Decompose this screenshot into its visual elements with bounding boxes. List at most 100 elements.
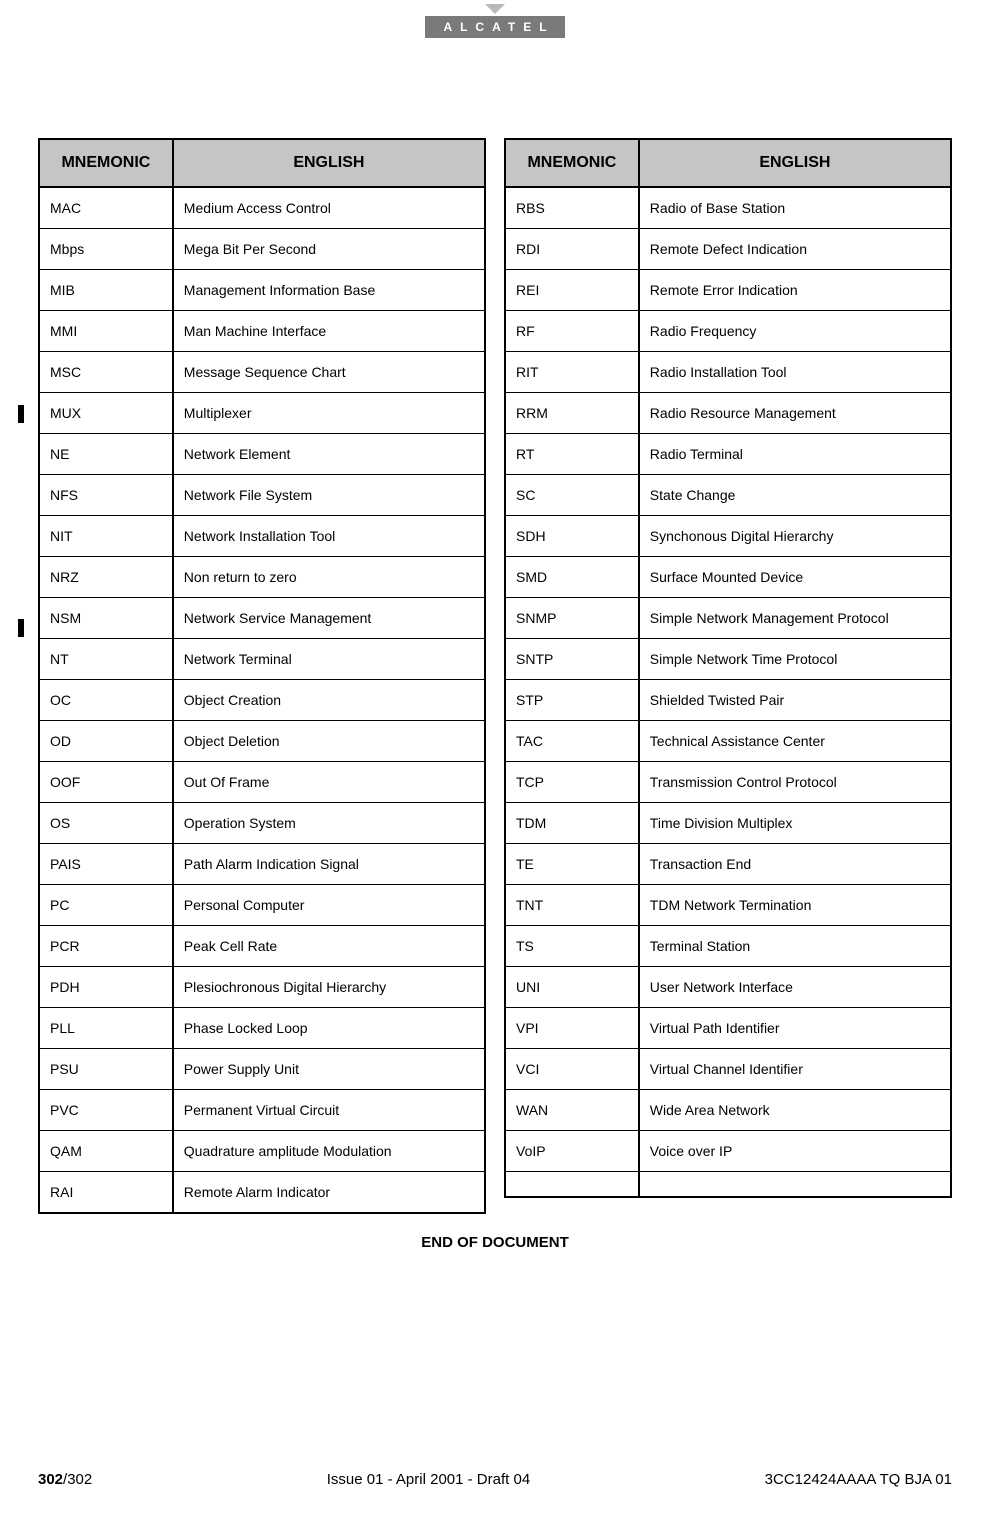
glossary-table-right: MNEMONIC ENGLISH RBSRadio of Base Statio… (504, 138, 952, 1198)
cell-mnemonic: SC (505, 475, 639, 516)
revision-mark-icon (18, 405, 24, 423)
cell-mnemonic: OOF (39, 762, 173, 803)
cell-english: Transaction End (639, 844, 951, 885)
cell-mnemonic: OC (39, 680, 173, 721)
cell-mnemonic: RDI (505, 229, 639, 270)
table-row: MIBManagement Information Base (39, 270, 485, 311)
table-row: VCIVirtual Channel Identifier (505, 1049, 951, 1090)
cell-english: Radio Resource Management (639, 393, 951, 434)
cell-mnemonic: TS (505, 926, 639, 967)
cell-mnemonic: PCR (39, 926, 173, 967)
cell-english: State Change (639, 475, 951, 516)
glossary-left-column: MNEMONIC ENGLISH MACMedium Access Contro… (38, 138, 486, 1214)
cell-mnemonic: RRM (505, 393, 639, 434)
cell-mnemonic: SNMP (505, 598, 639, 639)
table-row: TETransaction End (505, 844, 951, 885)
col-header-mnemonic: MNEMONIC (39, 139, 173, 187)
cell-mnemonic: PC (39, 885, 173, 926)
cell-mnemonic: VCI (505, 1049, 639, 1090)
table-row: RAIRemote Alarm Indicator (39, 1172, 485, 1214)
table-row: MSCMessage Sequence Chart (39, 352, 485, 393)
page-current: 302 (38, 1471, 63, 1488)
cell-english: Network File System (173, 475, 485, 516)
cell-english: Message Sequence Chart (173, 352, 485, 393)
cell-english: Personal Computer (173, 885, 485, 926)
cell-english: Transmission Control Protocol (639, 762, 951, 803)
cell-english: Man Machine Interface (173, 311, 485, 352)
cell-mnemonic: RIT (505, 352, 639, 393)
cell-mnemonic: NRZ (39, 557, 173, 598)
table-row: PVCPermanent Virtual Circuit (39, 1090, 485, 1131)
table-row: STPShielded Twisted Pair (505, 680, 951, 721)
table-row: RFRadio Frequency (505, 311, 951, 352)
table-row (505, 1172, 951, 1198)
cell-mnemonic: TCP (505, 762, 639, 803)
cell-mnemonic: NT (39, 639, 173, 680)
page-footer: 302/302 Issue 01 - April 2001 - Draft 04… (38, 1471, 952, 1488)
table-row: WANWide Area Network (505, 1090, 951, 1131)
table-row: ODObject Deletion (39, 721, 485, 762)
table-row: NENetwork Element (39, 434, 485, 475)
cell-mnemonic: VPI (505, 1008, 639, 1049)
table-row: NTNetwork Terminal (39, 639, 485, 680)
cell-english: Medium Access Control (173, 187, 485, 229)
cell-english: Path Alarm Indication Signal (173, 844, 485, 885)
cell-mnemonic: RT (505, 434, 639, 475)
cell-mnemonic: RF (505, 311, 639, 352)
cell-english: User Network Interface (639, 967, 951, 1008)
cell-mnemonic: OD (39, 721, 173, 762)
cell-mnemonic: TAC (505, 721, 639, 762)
cell-mnemonic: QAM (39, 1131, 173, 1172)
cell-english: Simple Network Management Protocol (639, 598, 951, 639)
cell-english: Non return to zero (173, 557, 485, 598)
cell-english: Virtual Path Identifier (639, 1008, 951, 1049)
cell-english: Synchonous Digital Hierarchy (639, 516, 951, 557)
table-row: NRZNon return to zero (39, 557, 485, 598)
cell-english: Radio of Base Station (639, 187, 951, 229)
cell-mnemonic: RBS (505, 187, 639, 229)
cell-english: Power Supply Unit (173, 1049, 485, 1090)
document-page: ALCATEL MNEMONIC ENGLISH MACMedium Acces… (0, 0, 990, 1528)
table-row: RDIRemote Defect Indication (505, 229, 951, 270)
cell-english: Remote Alarm Indicator (173, 1172, 485, 1214)
table-row: NITNetwork Installation Tool (39, 516, 485, 557)
cell-mnemonic: NIT (39, 516, 173, 557)
cell-mnemonic: UNI (505, 967, 639, 1008)
glossary-right-column: MNEMONIC ENGLISH RBSRadio of Base Statio… (504, 138, 952, 1214)
table-header-row: MNEMONIC ENGLISH (39, 139, 485, 187)
cell-mnemonic: PDH (39, 967, 173, 1008)
table-row: SMDSurface Mounted Device (505, 557, 951, 598)
table-row: RRMRadio Resource Management (505, 393, 951, 434)
table-row: PSUPower Supply Unit (39, 1049, 485, 1090)
cell-mnemonic: MAC (39, 187, 173, 229)
cell-english: Time Division Multiplex (639, 803, 951, 844)
glossary-tables: MNEMONIC ENGLISH MACMedium Access Contro… (38, 138, 952, 1214)
cell-english: Peak Cell Rate (173, 926, 485, 967)
cell-english: Voice over IP (639, 1131, 951, 1172)
cell-english: Permanent Virtual Circuit (173, 1090, 485, 1131)
table-row: OSOperation System (39, 803, 485, 844)
table-row: UNIUser Network Interface (505, 967, 951, 1008)
cell-mnemonic: TNT (505, 885, 639, 926)
table-row: QAMQuadrature amplitude Modulation (39, 1131, 485, 1172)
cell-mnemonic: PSU (39, 1049, 173, 1090)
cell-mnemonic: NSM (39, 598, 173, 639)
cell-english (639, 1172, 951, 1198)
glossary-table-left: MNEMONIC ENGLISH MACMedium Access Contro… (38, 138, 486, 1214)
cell-mnemonic: PAIS (39, 844, 173, 885)
table-row: MACMedium Access Control (39, 187, 485, 229)
cell-english: Radio Installation Tool (639, 352, 951, 393)
table-row: SDHSynchonous Digital Hierarchy (505, 516, 951, 557)
cell-mnemonic: MMI (39, 311, 173, 352)
cell-english: Remote Error Indication (639, 270, 951, 311)
cell-mnemonic: SMD (505, 557, 639, 598)
cell-english: Network Element (173, 434, 485, 475)
table-row: MMIMan Machine Interface (39, 311, 485, 352)
cell-english: Network Installation Tool (173, 516, 485, 557)
cell-mnemonic: PLL (39, 1008, 173, 1049)
cell-english: Out Of Frame (173, 762, 485, 803)
table-row: OC Object Creation (39, 680, 485, 721)
cell-english: Shielded Twisted Pair (639, 680, 951, 721)
cell-english: Quadrature amplitude Modulation (173, 1131, 485, 1172)
table-row: NFSNetwork File System (39, 475, 485, 516)
